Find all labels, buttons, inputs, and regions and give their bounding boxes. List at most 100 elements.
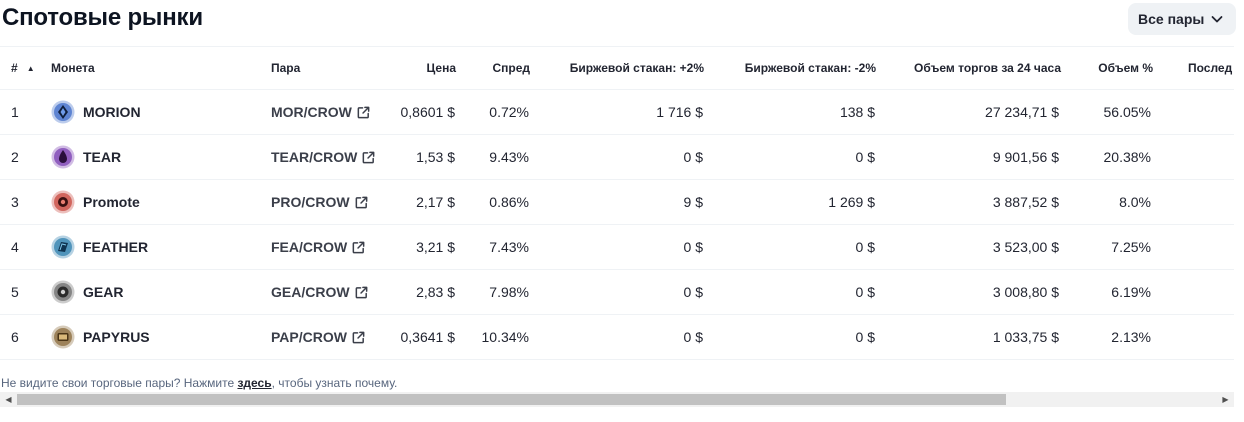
why-link[interactable]: здесь [237,376,272,390]
pair-label: GEA/CROW [271,284,350,300]
depth-plus-cell: 0 $ [683,329,703,345]
table-row[interactable]: 6 PAPYRUS PAP/CROW 0,3641 $ 10.34% 0 $ 0 $ 1 03… [0,315,1234,360]
header-volume[interactable]: Объем торгов за 24 часа [914,61,1061,75]
depth-minus-cell: 0 $ [855,149,875,165]
price-cell: 0,3641 $ [400,329,456,345]
coin-cell[interactable]: GEAR [51,270,123,314]
sort-up-icon: ▲ [26,63,35,73]
header-coin[interactable]: Монета [51,61,95,75]
price-cell: 2,17 $ [416,194,455,210]
spread-cell: 0.72% [489,104,529,120]
row-number: 5 [11,284,19,300]
table-row[interactable]: 2 TEAR TEAR/CROW 1,53 $ 9.43% 0 $ 0 $ 9 901,56 … [0,135,1234,180]
coin-logo-icon [51,235,75,259]
external-link-icon [355,196,367,208]
pair-label: FEA/CROW [271,239,348,255]
chevron-down-icon [1211,16,1223,23]
external-link-icon [355,286,367,298]
volume-cell: 1 033,75 $ [992,329,1059,345]
volume-cell: 27 234,71 $ [985,104,1059,120]
table-row[interactable]: 1 MORION MOR/CROW 0,8601 $ 0.72% 1 716 $ 138 $… [0,90,1234,135]
coin-logo-icon [51,145,75,169]
spread-cell: 9.43% [489,149,529,165]
header-depth-minus[interactable]: Биржевой стакан: -2% [744,61,876,75]
pair-label: PAP/CROW [271,329,347,345]
coin-name: TEAR [83,149,122,165]
external-link-icon [352,331,365,343]
row-number: 1 [11,104,19,120]
price-cell: 1,53 $ [416,149,455,165]
depth-minus-cell: 1 269 $ [828,194,875,210]
pair-filter-dropdown[interactable]: Все пары [1128,3,1236,35]
volume-pct-cell: 8.0% [1119,194,1151,210]
scroll-left-arrow-icon[interactable]: ◀ [5,395,12,404]
volume-cell: 3 008,80 $ [992,284,1059,300]
header-num[interactable]: # ▲ [11,61,35,75]
coin-cell[interactable]: PAPYRUS [51,315,150,359]
pair-label: PRO/CROW [271,194,350,210]
coin-name: Promote [83,194,140,210]
spread-cell: 10.34% [481,329,529,345]
footer-note: Не видите свои торговые пары? Нажмите зд… [1,376,398,390]
pair-link[interactable]: MOR/CROW [271,90,371,134]
pair-label: MOR/CROW [271,104,352,120]
pair-link[interactable]: FEA/CROW [271,225,366,269]
row-number: 6 [11,329,19,345]
scrollbar-thumb[interactable] [17,394,1006,405]
row-number: 3 [11,194,19,210]
volume-pct-cell: 7.25% [1111,239,1151,255]
volume-pct-cell: 20.38% [1103,149,1151,165]
header-price[interactable]: Цена [426,61,456,75]
pair-link[interactable]: PAP/CROW [271,315,366,359]
volume-cell: 9 901,56 $ [992,149,1059,165]
volume-cell: 3 523,00 $ [992,239,1059,255]
header-volume-pct[interactable]: Объем % [1098,61,1153,75]
coin-name: MORION [83,104,141,120]
depth-plus-cell: 1 716 $ [656,104,703,120]
header-last[interactable]: Послед [1188,61,1233,75]
volume-pct-cell: 2.13% [1111,329,1151,345]
spot-markets-table: # ▲ Монета Пара Цена Спред Биржевой стак… [0,46,1234,360]
volume-pct-cell: 56.05% [1103,104,1151,120]
price-cell: 2,83 $ [416,284,455,300]
table-header-row: # ▲ Монета Пара Цена Спред Биржевой стак… [0,47,1234,90]
pair-link[interactable]: TEAR/CROW [271,135,376,179]
coin-cell[interactable]: FEATHER [51,225,148,269]
pair-link[interactable]: PRO/CROW [271,180,369,224]
page-title: Спотовые рынки [2,4,203,31]
price-cell: 0,8601 $ [400,104,456,120]
row-number: 2 [11,149,19,165]
table-row[interactable]: 4 FEATHER FEA/CROW 3,21 $ 7.43% 0 $ 0 $ 3 523,0… [0,225,1234,270]
coin-cell[interactable]: MORION [51,90,141,134]
price-cell: 3,21 $ [416,239,455,255]
scroll-right-arrow-icon[interactable]: ▶ [1222,395,1229,404]
depth-minus-cell: 0 $ [855,239,875,255]
coin-logo-icon [51,190,75,214]
header-spread[interactable]: Спред [492,61,530,75]
depth-minus-cell: 0 $ [855,329,875,345]
volume-cell: 3 887,52 $ [992,194,1059,210]
coin-logo-icon [51,280,75,304]
row-number: 4 [11,239,19,255]
table-row[interactable]: 5 GEAR GEA/CROW 2,83 $ 7.98% 0 $ 0 $ 3 008,80 $… [0,270,1234,315]
coin-name: GEAR [83,284,124,300]
header-pair[interactable]: Пара [271,61,301,75]
external-link-icon [362,151,375,163]
coin-cell[interactable]: Promote [51,180,140,224]
pair-link[interactable]: GEA/CROW [271,270,369,314]
horizontal-scrollbar[interactable]: ◀ ▶ [0,392,1234,407]
table-row[interactable]: 3 Promote PRO/CROW 2,17 $ 0.86% 9 $ 1 269 $ 3 8… [0,180,1234,225]
coin-name: PAPYRUS [83,329,150,345]
coin-logo-icon [51,100,75,124]
pair-label: TEAR/CROW [271,149,358,165]
depth-plus-cell: 0 $ [683,284,703,300]
external-link-icon [352,241,365,253]
spread-cell: 0.86% [489,194,529,210]
coin-cell[interactable]: TEAR [51,135,121,179]
depth-minus-cell: 138 $ [839,104,875,120]
header-depth-plus[interactable]: Биржевой стакан: +2% [569,61,704,75]
external-link-icon [357,106,370,118]
spread-cell: 7.43% [489,239,529,255]
depth-minus-cell: 0 $ [855,284,875,300]
volume-pct-cell: 6.19% [1111,284,1151,300]
